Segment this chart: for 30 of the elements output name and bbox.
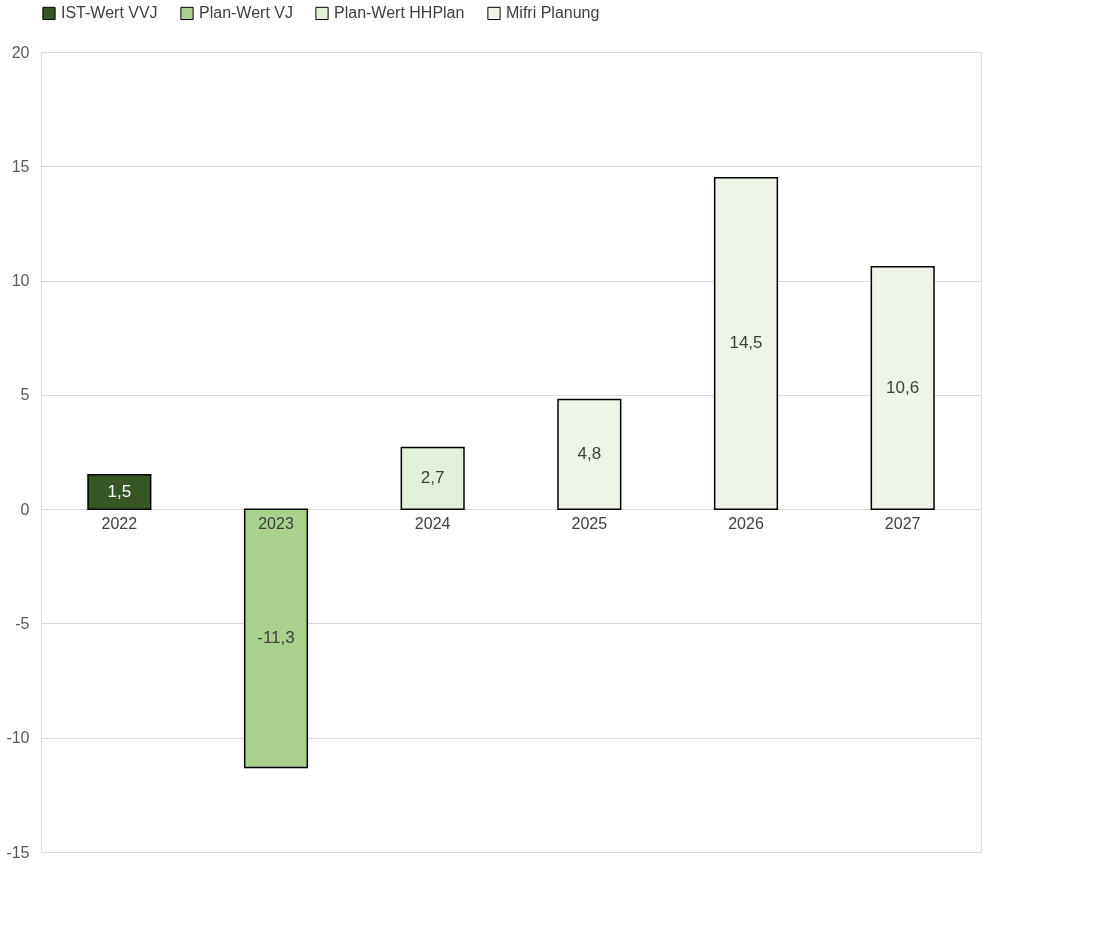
y-tick-label: -10 bbox=[6, 729, 30, 747]
bar bbox=[713, 176, 779, 510]
data-label: 14,5 bbox=[729, 333, 763, 353]
y-tick-label: 20 bbox=[11, 43, 30, 61]
x-tick-label: 2024 bbox=[414, 514, 451, 532]
y-tick-label: -5 bbox=[15, 614, 30, 632]
legend-label: Plan-Wert VJ bbox=[199, 4, 293, 22]
x-tick-label: 2027 bbox=[884, 514, 921, 532]
x-tick-label: 2023 bbox=[258, 514, 294, 532]
y-tick-label: -15 bbox=[6, 843, 30, 861]
x-tick-label: 2026 bbox=[728, 514, 764, 532]
legend-label: Mifri Planung bbox=[506, 4, 600, 22]
y-tick-label: 0 bbox=[20, 500, 30, 518]
bar bbox=[557, 398, 622, 510]
bar bbox=[400, 446, 465, 510]
legend-label: Plan-Wert HHPlan bbox=[334, 4, 465, 22]
data-label: 2,7 bbox=[420, 468, 445, 488]
y-tick-label: 15 bbox=[11, 157, 30, 175]
data-label: -11,3 bbox=[257, 628, 295, 648]
data-label: 4,8 bbox=[577, 444, 602, 464]
x-tick-label: 2025 bbox=[571, 514, 608, 532]
data-label: 1,5 bbox=[107, 482, 132, 501]
data-label: 10,6 bbox=[886, 378, 920, 397]
bar bbox=[87, 474, 152, 510]
legend-label: IST-Wert VVJ bbox=[61, 4, 158, 22]
y-tick-label: 10 bbox=[11, 272, 30, 290]
bar bbox=[243, 508, 309, 769]
x-tick-label: 2022 bbox=[101, 514, 138, 532]
y-tick-label: 5 bbox=[20, 386, 30, 404]
bar bbox=[870, 266, 935, 510]
